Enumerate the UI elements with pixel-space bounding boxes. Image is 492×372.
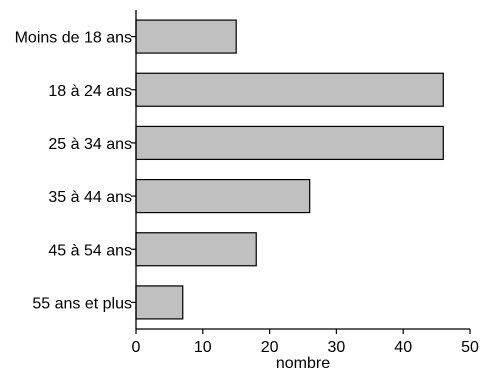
bar — [135, 125, 444, 161]
x-tick-label: 40 — [394, 339, 412, 356]
y-tick-labels: Moins de 18 ans 18 à 24 ans 25 à 34 ans 35 … — [15, 30, 136, 312]
bar — [135, 72, 444, 107]
y-tick-label: 55 ans et plus — [32, 295, 132, 312]
y-tick-label: Moins de 18 ans — [15, 30, 132, 47]
y-tick-label: 45 à 54 ans — [48, 242, 132, 259]
bar — [135, 178, 311, 214]
bar — [135, 285, 184, 320]
x-tick-label: 30 — [328, 339, 346, 356]
y-tick-label: 25 à 34 ans — [48, 136, 132, 153]
x-tick-label: 10 — [194, 339, 212, 356]
bars-group — [135, 19, 444, 320]
x-tick-label: 0 — [132, 339, 141, 356]
bar — [135, 19, 237, 54]
x-tick-label: 20 — [261, 339, 279, 356]
y-tick-label: 35 à 44 ans — [48, 189, 132, 206]
x-tick-label: 50 — [461, 339, 479, 356]
x-axis-title: nombre — [276, 355, 330, 372]
x-ticks: 0 10 20 30 40 50 — [132, 329, 479, 356]
y-tick-label: 18 à 24 ans — [48, 83, 132, 100]
bar — [135, 232, 257, 267]
